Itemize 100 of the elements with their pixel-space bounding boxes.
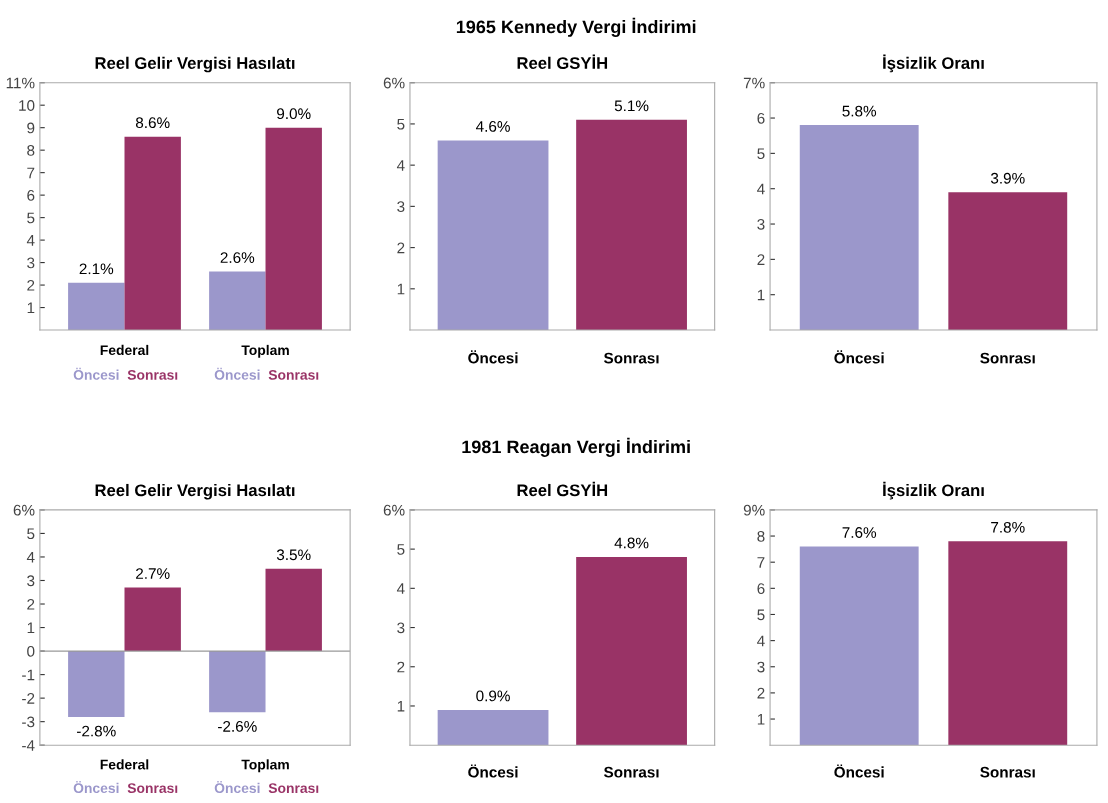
bar [124,136,181,331]
y-tick-label: 3 [757,218,765,230]
x-tick-label: Sonrası [603,766,659,778]
chart-title: Reel Gelir Vergisi Hasılatı [95,56,295,73]
chart-title: Reel Gelir Vergisi Hasılatı [95,483,295,500]
x-tick-label: Federal [100,759,149,770]
y-tick-label: 5 [397,118,405,130]
x-tick-label: Federal [100,344,149,356]
y-tick-label: 2 [27,598,35,610]
y-tick-label: 1 [27,302,35,314]
bar [68,282,125,331]
text: Öncesi [214,367,260,380]
y-tick-label: 6 [27,190,35,201]
data-label: 9.0% [277,108,311,120]
y-tick-label: 6 [757,112,765,124]
bar [209,271,266,331]
data-label: -2.8% [77,725,116,737]
data-label: 8.6% [135,117,170,129]
y-tick-label: 5 [27,528,35,540]
y-tick-label: 3 [397,201,405,213]
y-tick-label: 1 [397,283,405,295]
y-tick-label: 7% [743,77,765,89]
x-tick-label: Öncesi [834,764,884,778]
chart-title: İşsizlik Oranı [883,54,984,73]
text: 1965 Kennedy Vergi İndirimi [456,17,696,37]
text: Sonrası [268,369,319,380]
y-tick-label: 2 [397,242,405,254]
text: 1981 Reagan Vergi İndirimi [462,437,690,457]
chart-title: Reel GSYİH [517,54,608,69]
y-tick-label: 3 [397,622,405,634]
text: Öncesi [73,367,119,380]
x-tick-label: Sonrası [980,766,1035,778]
y-tick-label: 1 [397,701,405,712]
y-tick-label: 11% [6,77,35,89]
y-tick-label: 5 [27,212,35,224]
text: Sonrası [127,783,178,794]
chart-title: Reel GSYİH [517,481,608,497]
x-tick-label: Öncesi [468,764,518,778]
y-tick-label: 2 [397,661,405,673]
y-tick-label: 1 [27,622,35,634]
bar [124,587,181,652]
y-tick-label: 3 [757,661,765,673]
y-tick-label: 6% [383,504,405,516]
data-label: 2.6% [220,252,255,263]
y-tick-label: 8 [27,145,35,156]
text: Sonrası [127,369,178,380]
y-tick-label: 7 [757,557,765,568]
text: Sonrası [268,783,319,794]
y-tick-label: 4 [757,635,765,647]
y-tick-label: -2 [22,693,35,704]
data-label: 7.6% [842,527,877,538]
y-tick-label: 6 [757,583,765,595]
chart-title: İşsizlik Oranı [883,481,984,500]
data-label: 4.8% [614,537,649,549]
y-tick-label: 4 [26,235,35,246]
bar [265,127,322,331]
y-tick-label: 9 [27,122,35,134]
y-tick-label: 7 [27,167,35,179]
y-tick-label: -4 [22,740,35,751]
y-tick-label: 5 [757,148,765,160]
text: Öncesi [214,781,260,794]
y-tick-label: 4 [396,583,405,594]
y-tick-label: 0 [27,645,35,657]
y-tick-label: 3 [27,575,35,587]
data-label: 4.6% [476,121,510,132]
y-tick-label: 2 [757,687,765,699]
y-tick-label: 1 [757,289,765,301]
y-tick-label: 6% [13,504,35,516]
x-tick-label: Öncesi [468,350,518,364]
y-tick-label: 4 [396,160,405,171]
y-tick-label: 2 [27,279,35,291]
y-tick-label: 9% [743,504,765,516]
data-label: 7.8% [991,521,1025,533]
y-tick-label: -1 [22,669,35,681]
y-tick-label: 4 [26,551,35,563]
bar [68,651,125,717]
y-tick-label: -3 [22,716,35,728]
x-tick-label: Toplam [241,344,289,358]
y-tick-label: 4 [757,183,765,195]
x-tick-label: Öncesi [834,350,884,364]
data-label: 3.5% [276,549,311,561]
x-tick-label: Toplam [241,759,289,773]
data-label: 5.8% [842,105,877,117]
y-tick-label: 3 [27,257,35,269]
x-tick-label: Sonrası [603,352,659,364]
y-tick-label: 5 [757,609,765,621]
data-label: 3.9% [990,172,1025,184]
y-tick-label: 2 [757,254,765,265]
y-tick-label: 1 [757,714,765,725]
y-tick-label: 10 [19,100,35,111]
y-tick-label: 5 [397,544,405,555]
data-label: -2.6% [218,720,257,732]
data-label: 0.9% [476,690,510,702]
data-label: 2.1% [79,263,114,275]
x-tick-label: Sonrası [980,352,1035,364]
text: Öncesi [73,781,119,794]
data-label: 2.7% [136,568,170,579]
data-label: 5.1% [614,100,649,112]
bar [209,651,266,713]
y-tick-label: 8 [757,530,765,542]
